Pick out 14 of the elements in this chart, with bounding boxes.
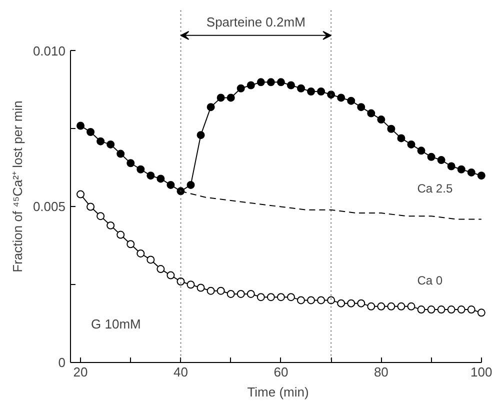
y-tick-label: 0.005 bbox=[32, 199, 66, 214]
annotation: G 10mM bbox=[91, 316, 141, 332]
x-tick-label: 40 bbox=[174, 364, 188, 380]
y-tick-label: 0 bbox=[58, 355, 66, 370]
y-tick-label: 0.010 bbox=[32, 43, 66, 58]
x-tick-label: 80 bbox=[374, 364, 388, 380]
x-tick-label: 60 bbox=[274, 364, 288, 380]
text: Sparteine 0.2mM bbox=[206, 14, 306, 30]
y-axis-title: Fraction of ⁴⁵Ca²⁺ lost per min bbox=[10, 100, 25, 272]
series-label: Ca 2.5 bbox=[417, 182, 453, 196]
x-tick-label: 20 bbox=[73, 364, 88, 380]
x-tick-label: 100 bbox=[470, 364, 492, 380]
series-label: Ca 0 bbox=[417, 274, 443, 288]
x-axis-title: Time (min) bbox=[247, 384, 309, 400]
